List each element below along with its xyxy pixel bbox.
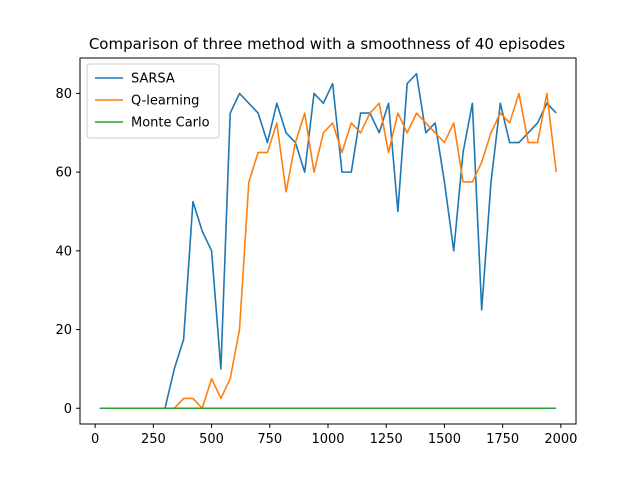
x-tick-label: 750: [257, 432, 282, 447]
legend-label: SARSA: [131, 72, 175, 87]
y-tick-label: 80: [55, 87, 72, 102]
y-tick-label: 60: [55, 166, 72, 181]
x-tick-label: 250: [141, 432, 166, 447]
y-tick-label: 20: [55, 323, 72, 338]
series-line-sarsa: [99, 72, 557, 410]
legend-box: [86, 63, 220, 139]
x-tick-label: 500: [199, 432, 224, 447]
x-tick-label: 2000: [544, 432, 577, 447]
x-tick-label: 1500: [428, 432, 461, 447]
x-tick-label: 1750: [486, 432, 519, 447]
y-axis-ticks: 0 20 40 60 80: [55, 87, 80, 417]
x-tick-label: 0: [91, 432, 99, 447]
x-axis-ticks: 0 250 500 750 1000 1250 1500 1750 2000: [91, 424, 577, 447]
legend-label: Monte Carlo: [131, 116, 210, 131]
legend-label: Q-learning: [131, 94, 199, 109]
y-tick-label: 40: [55, 244, 72, 259]
legend: SARSA Q-learning Monte Carlo: [86, 63, 220, 139]
plot-lines: [99, 72, 558, 410]
chart-title: Comparison of three method with a smooth…: [89, 35, 566, 53]
x-tick-label: 1000: [311, 432, 344, 447]
x-tick-label: 1250: [370, 432, 403, 447]
y-tick-label: 0: [64, 402, 72, 417]
series-line-q-learning: [99, 92, 558, 410]
